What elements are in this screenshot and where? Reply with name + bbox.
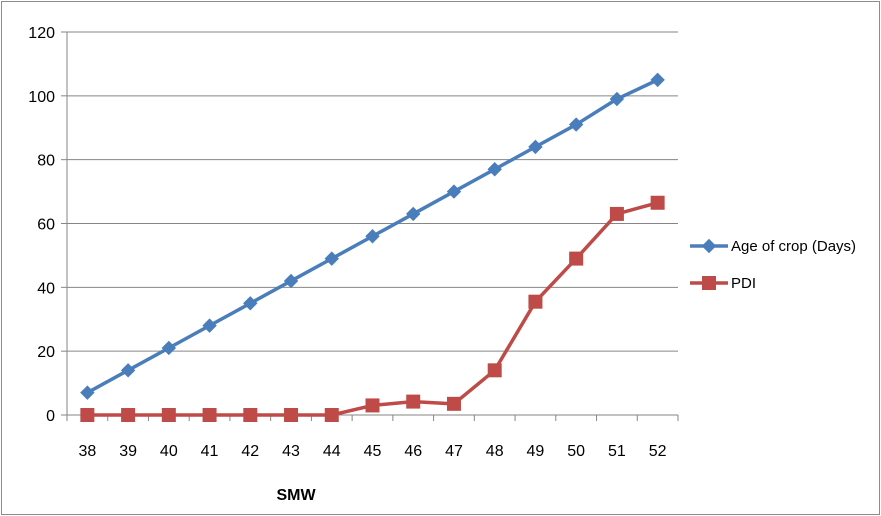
data-point	[284, 408, 299, 422]
x-tick-label: 46	[404, 443, 422, 460]
data-point	[365, 229, 380, 244]
data-point	[487, 162, 502, 177]
legend-label: Age of crop (Days)	[731, 238, 856, 255]
data-point	[202, 408, 217, 422]
data-point	[446, 184, 462, 199]
data-point	[365, 398, 380, 413]
data-point	[528, 139, 543, 155]
data-point	[650, 195, 665, 210]
data-point	[161, 408, 176, 422]
x-tick-label: 38	[78, 443, 96, 460]
series-pdi	[80, 195, 665, 422]
x-tick-label: 50	[567, 443, 585, 460]
data-point	[243, 296, 258, 311]
x-tick-label: 40	[160, 443, 178, 460]
data-point	[80, 408, 95, 422]
y-tick-label: 100	[28, 89, 55, 106]
legend-marker	[701, 238, 717, 254]
data-point	[609, 91, 625, 107]
x-tick-label: 39	[119, 443, 137, 460]
y-tick-label: 20	[37, 344, 55, 361]
x-axis-ticks: 38 39 40 41 42 43 44 45 46 47 48 49 50 51 52	[66, 415, 679, 460]
x-tick-label: 43	[282, 443, 300, 460]
x-tick-label: 49	[527, 443, 545, 460]
x-tick-label: 45	[364, 443, 382, 460]
data-point	[324, 408, 339, 422]
data-point	[569, 251, 584, 266]
data-point	[487, 363, 502, 378]
gridlines	[67, 31, 678, 352]
data-point	[161, 340, 177, 356]
data-point	[324, 251, 339, 266]
y-tick-label: 40	[37, 280, 55, 297]
x-tick-label: 41	[201, 443, 219, 460]
x-tick-label: 52	[649, 443, 667, 460]
x-tick-label: 48	[486, 443, 504, 460]
legend-item-age-of-crop: Age of crop (Days)	[690, 238, 856, 255]
data-point	[243, 408, 258, 422]
data-point	[568, 117, 584, 132]
data-point	[528, 294, 543, 309]
data-point	[650, 72, 665, 88]
x-tick-label: 51	[608, 443, 626, 460]
legend-marker	[702, 276, 716, 290]
series-age-of-crop	[80, 72, 665, 400]
x-tick-label: 44	[323, 443, 341, 460]
y-tick-label: 60	[37, 217, 55, 234]
y-tick-label: 120	[28, 25, 55, 42]
data-point	[283, 273, 299, 289]
y-tick-label: 0	[46, 408, 55, 425]
y-axis-ticks: 0 20 40 60 80 100 120	[28, 25, 67, 425]
data-point	[202, 318, 217, 333]
data-point	[406, 206, 421, 222]
data-point	[120, 363, 136, 378]
x-tick-label: 42	[241, 443, 259, 460]
legend: Age of crop (Days) PDI	[690, 238, 856, 292]
data-point	[121, 408, 136, 422]
data-point	[406, 394, 421, 409]
data-point	[80, 385, 95, 400]
data-point	[609, 206, 624, 221]
data-point	[446, 396, 461, 411]
series-layer	[80, 72, 665, 422]
x-axis-title: SMW	[276, 487, 316, 504]
x-tick-label: 47	[445, 443, 463, 460]
y-tick-label: 80	[37, 153, 55, 170]
legend-item-pdi: PDI	[690, 275, 756, 292]
legend-label: PDI	[731, 275, 756, 292]
